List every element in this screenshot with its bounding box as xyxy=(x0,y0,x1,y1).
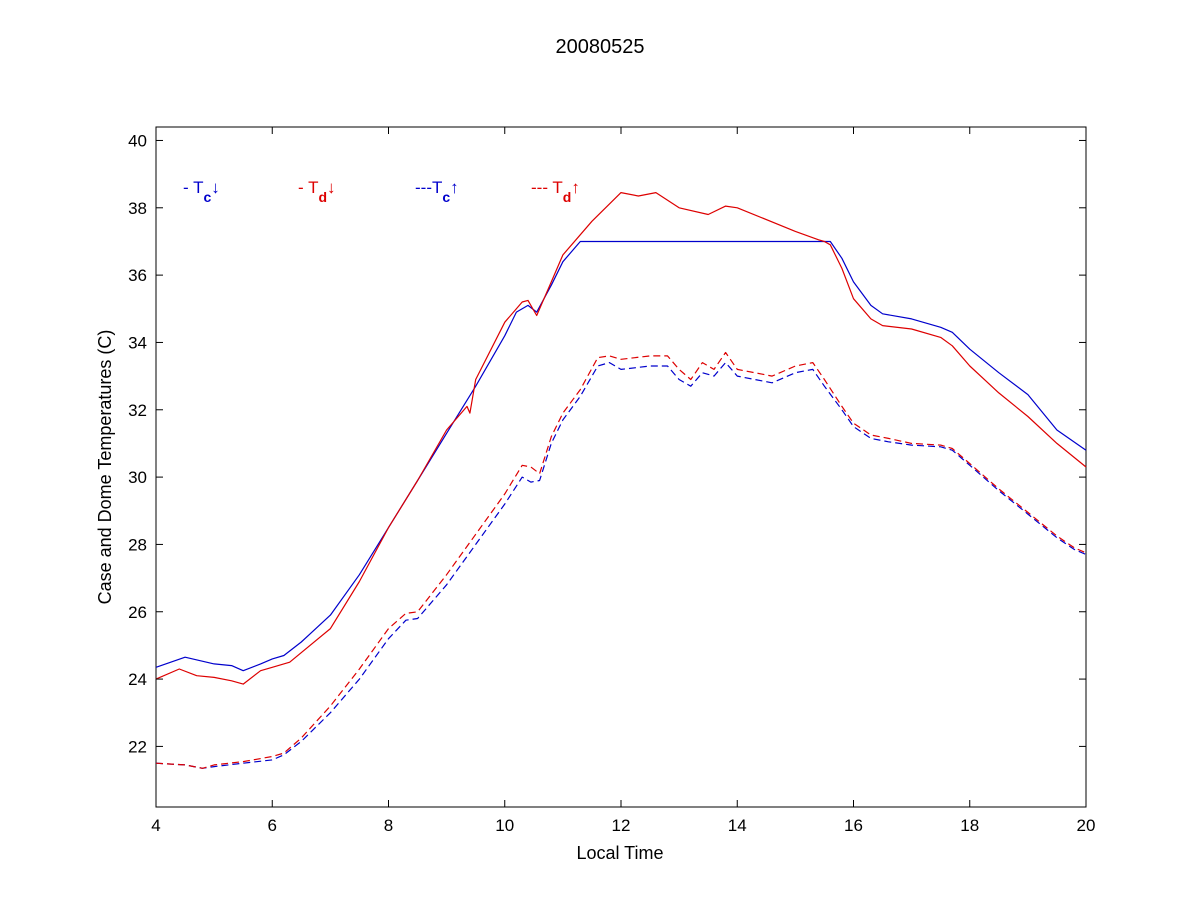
axis-ticks: 4 6 8 10 12 14 16 18 20 22 24 26 28 30 32 34 36 38 40 xyxy=(128,127,1095,835)
legend-arrow: ↓ xyxy=(327,178,336,197)
y-tick-label: 36 xyxy=(128,266,147,285)
legend-arrow: ↓ xyxy=(211,178,220,197)
series-line-2 xyxy=(155,192,1087,685)
legend-entry-3: ---Tc↑ xyxy=(415,178,459,205)
x-tick-label: 10 xyxy=(495,816,514,835)
x-tick-label: 18 xyxy=(960,816,979,835)
x-tick-label: 16 xyxy=(844,816,863,835)
legend-entry-2: - Td↓ xyxy=(298,178,336,205)
legend-entry-1: - Tc↓ xyxy=(183,178,220,205)
legend: - Tc↓ - Td↓ ---Tc↑ --- Td↑ xyxy=(183,178,580,205)
y-tick-label: 26 xyxy=(128,603,147,622)
y-axis-label: Case and Dome Temperatures (C) xyxy=(95,330,115,605)
x-tick-label: 8 xyxy=(384,816,393,835)
legend-subscript: d xyxy=(563,189,572,205)
x-axis-label: Local Time xyxy=(576,843,663,863)
y-tick-label: 24 xyxy=(128,670,147,689)
legend-prefix: --- T xyxy=(531,178,563,197)
y-tick-label: 40 xyxy=(128,131,147,150)
legend-prefix: - T xyxy=(298,178,318,197)
series-line-1 xyxy=(155,240,1087,672)
y-tick-label: 38 xyxy=(128,199,147,218)
y-tick-label: 22 xyxy=(128,737,147,756)
series-layer xyxy=(155,192,1087,769)
legend-subscript: c xyxy=(203,189,211,205)
x-tick-label: 20 xyxy=(1077,816,1096,835)
legend-prefix: - T xyxy=(183,178,203,197)
legend-subscript: d xyxy=(318,189,327,205)
x-tick-label: 12 xyxy=(612,816,631,835)
chart-title: 20080525 xyxy=(556,36,645,58)
x-tick-label: 6 xyxy=(268,816,277,835)
x-tick-label: 14 xyxy=(728,816,747,835)
legend-entry-4: --- Td↑ xyxy=(531,178,580,205)
y-tick-label: 28 xyxy=(128,535,147,554)
series-line-4 xyxy=(155,351,1087,769)
y-tick-label: 32 xyxy=(128,401,147,420)
y-tick-label: 34 xyxy=(128,333,147,352)
legend-prefix: ---T xyxy=(415,178,442,197)
legend-arrow: ↑ xyxy=(450,178,459,197)
x-tick-label: 4 xyxy=(151,816,160,835)
y-tick-label: 30 xyxy=(128,468,147,487)
legend-subscript: c xyxy=(442,189,450,205)
legend-arrow: ↑ xyxy=(571,178,580,197)
